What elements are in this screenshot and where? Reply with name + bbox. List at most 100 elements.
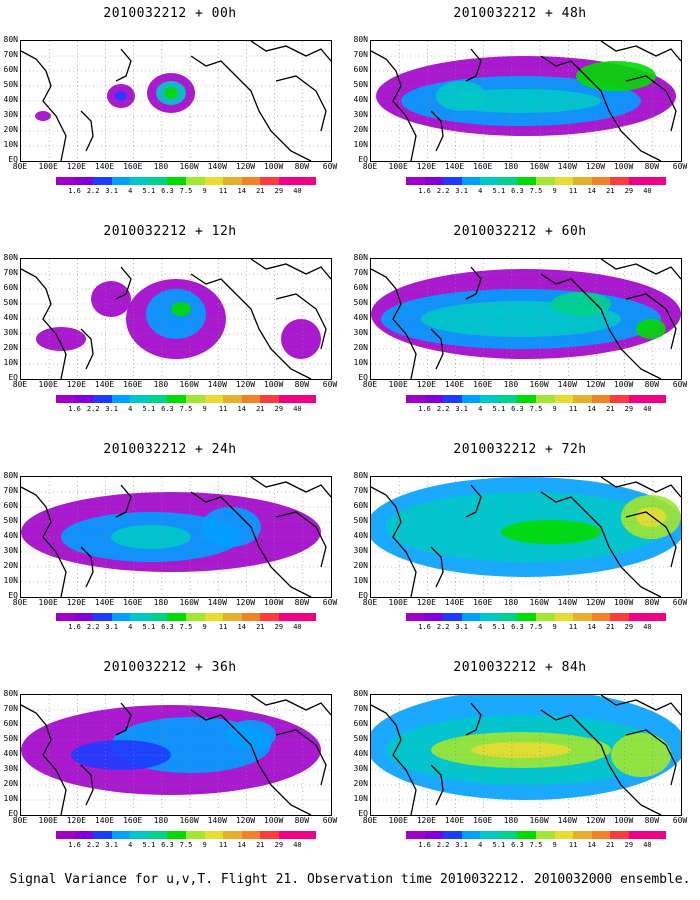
latitude-label: 50N <box>3 734 18 743</box>
longitude-axis: 80E 100E 120E 140E 160E 180 160W 140W 120W 100W 80… <box>363 380 687 390</box>
coastline <box>465 48 482 82</box>
latitude-label: 50N <box>353 80 368 89</box>
colorbar-swatch <box>628 177 648 185</box>
latitude-label: EQ <box>8 155 18 164</box>
colorbar-label: 1.6 <box>68 623 81 631</box>
longitude-label: 80E <box>362 598 378 607</box>
colorbar-label: 4 <box>128 841 133 849</box>
colorbar-swatch <box>498 395 518 403</box>
longitude-label: 140W <box>207 380 227 389</box>
latitude-label: 40N <box>3 95 18 104</box>
variance-contour <box>636 319 666 339</box>
coastline <box>115 702 132 736</box>
colorbar-swatch <box>480 395 499 403</box>
colorbar-label: 1.6 <box>418 187 431 195</box>
latitude-label: 30N <box>353 546 368 555</box>
longitude-label: 160W <box>529 162 549 171</box>
longitude-label: 60W <box>672 380 688 389</box>
longitude-label: 120E <box>416 162 436 171</box>
coastline <box>430 328 444 370</box>
latitude-label: 80N <box>353 253 368 262</box>
colorbar-swatch <box>186 831 205 839</box>
coastline <box>625 293 677 350</box>
longitude-label: 80W <box>644 380 660 389</box>
colorbar-label: 11 <box>218 623 228 631</box>
map-plot <box>370 694 682 816</box>
colorbar-label: 40 <box>643 405 652 413</box>
colorbar-swatch <box>498 831 518 839</box>
colorbar-label: 1.6 <box>418 841 431 849</box>
latitude-label: 70N <box>3 704 18 713</box>
map-panel: 2010032212 + 72h 80N 70N 60N 50N 40N 30N 20N 10… <box>350 436 690 656</box>
variance-contour <box>35 111 51 121</box>
coastline <box>465 484 482 518</box>
panel-title: 2010032212 + 12h <box>103 224 237 239</box>
latitude-label: EQ <box>358 373 368 382</box>
latitude-label: 30N <box>3 110 18 119</box>
latitude-label: 80N <box>3 35 18 44</box>
colorbar <box>406 831 667 839</box>
colorbar-label: 7.5 <box>179 623 193 631</box>
colorbar-swatch <box>647 395 667 403</box>
latitude-label: 50N <box>353 298 368 307</box>
colorbar <box>56 395 317 403</box>
longitude-label: 60W <box>322 162 338 171</box>
longitude-label: 80W <box>644 162 660 171</box>
latitude-label: 60N <box>3 719 18 728</box>
colorbar-swatch <box>610 831 629 839</box>
longitude-label: 120E <box>66 380 86 389</box>
variance-contour <box>164 87 178 99</box>
colorbar-swatch <box>406 177 425 185</box>
longitude-label: 80W <box>294 598 310 607</box>
colorbar-labels: 1.6 2.2 3.1 4 5.1 6.3 7.5 9 11 14 21 29 40 <box>56 623 316 631</box>
longitude-label: 140E <box>444 162 465 171</box>
colorbar-swatch <box>424 177 444 185</box>
longitude-label: 80E <box>12 380 28 389</box>
colorbar-label: 6.3 <box>161 405 174 413</box>
colorbar-label: 4 <box>128 187 133 195</box>
colorbar-swatch <box>223 613 242 621</box>
colorbar-label: 14 <box>587 405 596 413</box>
colorbar-label: 1.6 <box>68 405 81 413</box>
colorbar-label: 3.1 <box>455 841 469 849</box>
latitude-label: 60N <box>3 283 18 292</box>
colorbar-label: 14 <box>237 187 246 195</box>
latitude-label: 20N <box>3 343 18 352</box>
longitude-label: 120W <box>235 380 256 389</box>
colorbar-label: 5.1 <box>492 623 506 631</box>
colorbar-label: 2.2 <box>86 841 100 849</box>
longitude-label: 140E <box>94 816 115 825</box>
coastline <box>430 546 444 588</box>
longitude-label: 60W <box>322 380 338 389</box>
colorbar-swatch <box>278 831 298 839</box>
latitude-label: 30N <box>353 764 368 773</box>
longitude-label: 100W <box>263 598 284 607</box>
latitude-label: EQ <box>8 591 18 600</box>
map-plot <box>370 258 682 380</box>
latitude-label: 80N <box>353 689 368 698</box>
latitude-label: 70N <box>3 486 18 495</box>
colorbar-swatch <box>647 177 667 185</box>
coastline <box>115 266 132 300</box>
colorbar-label: 11 <box>568 623 578 631</box>
field-contours <box>371 41 681 161</box>
colorbar-swatch <box>443 395 462 403</box>
colorbar-swatch <box>517 613 537 621</box>
colorbar-label: 4 <box>478 187 483 195</box>
variance-contour <box>501 520 601 544</box>
longitude-label: 180 <box>153 816 169 825</box>
colorbar-label: 21 <box>606 623 615 631</box>
latitude-label: 30N <box>353 110 368 119</box>
colorbar-label: 7.5 <box>179 405 193 413</box>
longitude-label: 120E <box>416 380 436 389</box>
colorbar-label: 5.1 <box>492 187 506 195</box>
colorbar-swatch <box>56 831 75 839</box>
colorbar-swatch <box>111 395 131 403</box>
colorbar-swatch <box>480 613 499 621</box>
colorbar-swatch <box>278 177 298 185</box>
colorbar-swatch <box>461 177 481 185</box>
colorbar-label: 14 <box>587 623 596 631</box>
latitude-label: 70N <box>353 268 368 277</box>
map-plot <box>20 694 332 816</box>
longitude-axis: 80E 100E 120E 140E 160E 180 160W 140W 120W 100W 80… <box>13 816 337 826</box>
